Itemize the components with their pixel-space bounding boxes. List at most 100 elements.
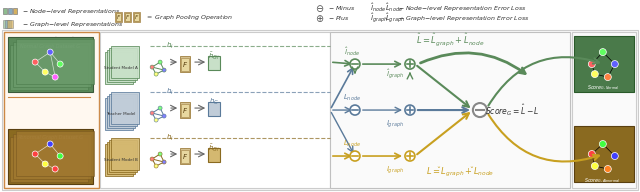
- FancyBboxPatch shape: [208, 148, 220, 162]
- Text: $L_{node}$: $L_{node}$: [343, 93, 361, 103]
- Circle shape: [154, 72, 158, 76]
- FancyBboxPatch shape: [109, 48, 137, 80]
- FancyBboxPatch shape: [181, 104, 189, 117]
- FancyBboxPatch shape: [124, 12, 131, 22]
- Text: $\bar{h}_{Gi}$: $\bar{h}_{Gi}$: [208, 142, 220, 154]
- Circle shape: [473, 103, 487, 117]
- FancyBboxPatch shape: [107, 96, 135, 128]
- Text: $-$ Node$-$level Representations: $-$ Node$-$level Representations: [22, 7, 121, 16]
- FancyBboxPatch shape: [574, 126, 634, 182]
- FancyBboxPatch shape: [180, 148, 190, 164]
- FancyBboxPatch shape: [572, 32, 636, 188]
- FancyBboxPatch shape: [8, 8, 12, 14]
- Circle shape: [591, 162, 598, 170]
- Text: F: F: [183, 62, 187, 68]
- Text: Graph Dataset G: Graph Dataset G: [17, 37, 83, 43]
- Text: $\hat{l}_{graph}$: $\hat{l}_{graph}$: [370, 11, 388, 25]
- Text: $\oplus$: $\oplus$: [316, 13, 324, 24]
- Text: $\hat{L}_{graph}$: $\hat{L}_{graph}$: [385, 11, 405, 25]
- Circle shape: [52, 166, 58, 172]
- FancyBboxPatch shape: [8, 129, 93, 184]
- Text: $h_i$: $h_i$: [166, 41, 174, 51]
- Text: F: F: [126, 15, 129, 20]
- Text: $Score_G = \hat{L} - L$: $Score_G = \hat{L} - L$: [485, 102, 540, 118]
- Text: $h_G$: $h_G$: [209, 97, 219, 107]
- FancyBboxPatch shape: [109, 140, 137, 172]
- Circle shape: [162, 114, 166, 118]
- Circle shape: [150, 157, 154, 161]
- FancyBboxPatch shape: [181, 58, 189, 71]
- Circle shape: [52, 74, 58, 80]
- Text: $l_{graph}$: $l_{graph}$: [386, 164, 404, 176]
- Circle shape: [158, 106, 162, 110]
- Text: $\hat{l}_{graph}$: $\hat{l}_{graph}$: [386, 67, 404, 81]
- FancyBboxPatch shape: [111, 46, 139, 78]
- FancyBboxPatch shape: [105, 98, 133, 130]
- Circle shape: [599, 141, 606, 147]
- Circle shape: [150, 111, 154, 115]
- Circle shape: [591, 71, 598, 78]
- Circle shape: [57, 61, 63, 67]
- FancyBboxPatch shape: [5, 20, 11, 28]
- Text: $\hat{l}_{node}$: $\hat{l}_{node}$: [370, 2, 386, 14]
- FancyBboxPatch shape: [116, 13, 121, 21]
- FancyBboxPatch shape: [3, 20, 9, 28]
- FancyBboxPatch shape: [8, 37, 93, 92]
- FancyBboxPatch shape: [111, 92, 139, 124]
- Text: $\ominus$: $\ominus$: [316, 3, 324, 14]
- Circle shape: [405, 151, 415, 161]
- Circle shape: [150, 65, 154, 69]
- Circle shape: [599, 49, 606, 56]
- Circle shape: [57, 153, 63, 159]
- Text: $-$ Plus: $-$ Plus: [328, 14, 350, 22]
- Circle shape: [32, 59, 38, 65]
- FancyBboxPatch shape: [4, 32, 99, 188]
- Circle shape: [42, 161, 48, 167]
- FancyBboxPatch shape: [3, 8, 7, 14]
- Text: F: F: [183, 108, 187, 114]
- FancyBboxPatch shape: [208, 56, 220, 70]
- Text: $\hat{L}_{node}$: $\hat{L}_{node}$: [385, 2, 403, 14]
- Circle shape: [350, 105, 360, 115]
- Text: $L = \check{L}_{graph} + \check{L}_{node}$: $L = \check{L}_{graph} + \check{L}_{node…: [426, 165, 494, 179]
- Text: F: F: [135, 15, 138, 20]
- FancyBboxPatch shape: [330, 32, 570, 188]
- Text: $\bar{h}_{Gi}$: $\bar{h}_{Gi}$: [208, 50, 220, 62]
- Circle shape: [47, 141, 53, 147]
- Text: $l_{graph}$: $l_{graph}$: [386, 118, 404, 130]
- FancyBboxPatch shape: [16, 39, 94, 84]
- Circle shape: [154, 118, 158, 122]
- Text: $-$ Node$-$level Representation Error Loss: $-$ Node$-$level Representation Error Lo…: [398, 4, 527, 13]
- FancyBboxPatch shape: [125, 13, 130, 21]
- FancyBboxPatch shape: [180, 56, 190, 72]
- Text: Student Model B: Student Model B: [104, 158, 138, 162]
- FancyBboxPatch shape: [100, 32, 330, 188]
- FancyBboxPatch shape: [574, 36, 634, 92]
- FancyBboxPatch shape: [107, 50, 135, 82]
- Circle shape: [604, 166, 611, 173]
- Text: Student Model A: Student Model A: [104, 66, 138, 70]
- FancyBboxPatch shape: [180, 102, 190, 118]
- FancyBboxPatch shape: [7, 20, 13, 28]
- Circle shape: [350, 59, 360, 69]
- Circle shape: [604, 74, 611, 81]
- FancyBboxPatch shape: [10, 137, 88, 182]
- FancyBboxPatch shape: [133, 12, 140, 22]
- Text: $h_i$: $h_i$: [166, 87, 174, 97]
- Circle shape: [588, 151, 595, 157]
- FancyBboxPatch shape: [111, 138, 139, 170]
- Circle shape: [611, 152, 618, 160]
- FancyBboxPatch shape: [13, 8, 17, 14]
- Circle shape: [32, 151, 38, 157]
- Circle shape: [42, 69, 48, 75]
- Circle shape: [350, 151, 360, 161]
- Circle shape: [158, 152, 162, 156]
- Text: $Score_{G,Normal}$: $Score_{G,Normal}$: [586, 84, 619, 92]
- Circle shape: [47, 49, 53, 55]
- FancyBboxPatch shape: [16, 131, 94, 176]
- FancyBboxPatch shape: [181, 150, 189, 163]
- FancyBboxPatch shape: [134, 13, 139, 21]
- Circle shape: [611, 61, 618, 68]
- FancyBboxPatch shape: [13, 134, 91, 179]
- Text: $L_{node}$: $L_{node}$: [343, 139, 361, 149]
